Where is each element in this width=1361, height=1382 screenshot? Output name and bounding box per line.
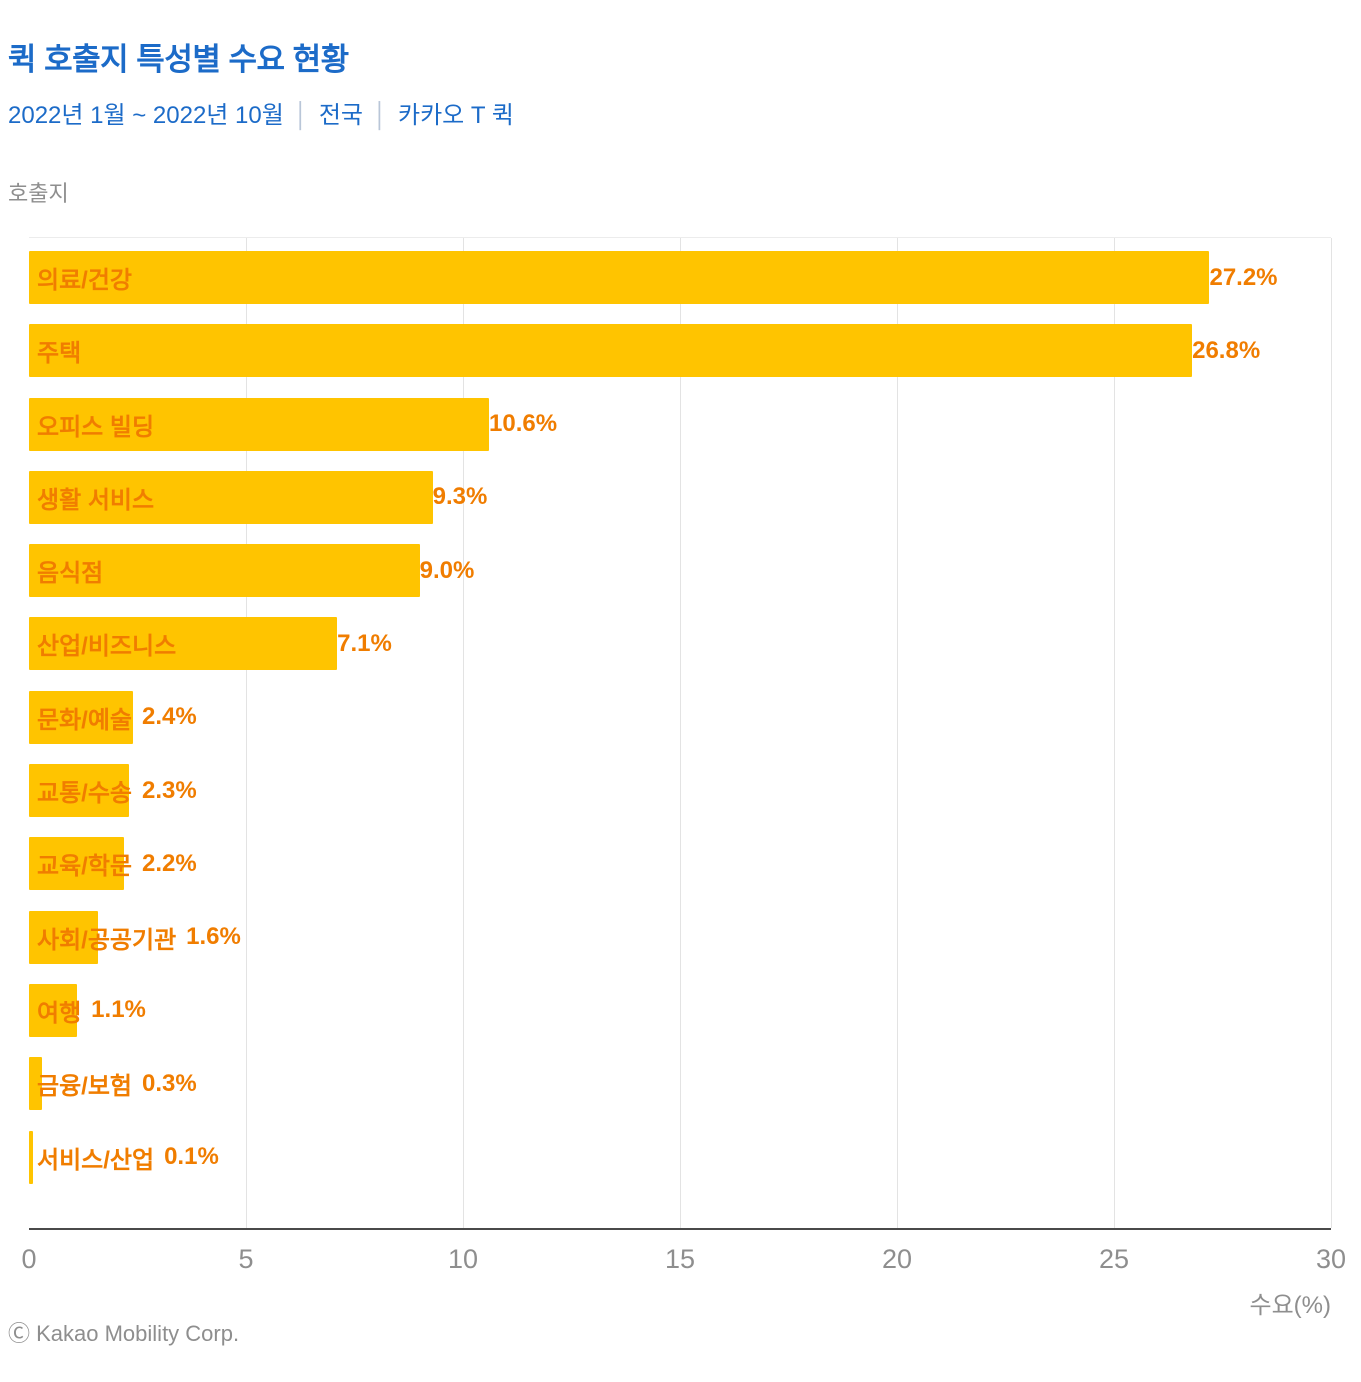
bar-label-group: 금융/보험 0.3% <box>29 1057 197 1110</box>
bar-row: 교통/수송 2.3% <box>29 759 1331 832</box>
gridline <box>680 238 681 1228</box>
bar-value-label: 27.2% <box>1209 263 1278 291</box>
x-axis-title: 수요(%) <box>1249 1292 1331 1319</box>
gridline <box>463 238 464 1228</box>
bar-value-label: 7.1% <box>337 629 392 657</box>
bar-value-label: 2.3% <box>142 776 197 804</box>
subtitle-separator: │ <box>293 102 309 129</box>
bar-label-group: 교통/수송 2.3% <box>29 764 197 817</box>
gridline <box>1114 238 1115 1228</box>
bar-value-label: 26.8% <box>1192 336 1261 364</box>
bar-category-label: 금융/보험 <box>37 1073 132 1101</box>
bar-label-group: 음식점 9.0% <box>29 544 474 597</box>
bar-category-label: 주택 <box>37 340 82 368</box>
bar-category-label: 여행 <box>37 999 82 1027</box>
bar-rows: 의료/건강 27.2% 주택 26.8% 오피스 빌딩 10.6% 생활 서비스 9.3% 음식… <box>29 238 1331 1228</box>
bar-value-label: 1.1% <box>91 996 146 1024</box>
bar-value-label: 2.2% <box>142 849 197 877</box>
bar-row: 음식점 9.0% <box>29 539 1331 612</box>
subtitle-period: 2022년 1월 ~ 2022년 10월 <box>8 102 284 129</box>
bar <box>29 544 420 598</box>
bar <box>29 690 134 744</box>
bar <box>29 617 338 671</box>
bar-row: 의료/건강 27.2% <box>29 246 1331 319</box>
gridlines <box>29 238 1332 1228</box>
gridline <box>246 238 247 1228</box>
subtitle-separator: │ <box>373 102 389 129</box>
bar-label-group: 주택 26.8% <box>29 324 1260 377</box>
bar <box>29 1130 34 1184</box>
bar-value-label: 0.1% <box>164 1143 219 1171</box>
bar-category-label: 교통/수송 <box>37 780 132 808</box>
bar-row: 오피스 빌딩 10.6% <box>29 393 1331 466</box>
bar-category-label: 교육/학문 <box>37 853 132 881</box>
x-axis-line <box>29 1228 1331 1230</box>
bar-value-label: 2.4% <box>142 703 197 731</box>
bar-value-label: 1.6% <box>186 923 241 951</box>
chart-title: 퀵 호출지 특성별 수요 현황 <box>8 42 349 77</box>
bar-row: 교육/학문 2.2% <box>29 832 1331 905</box>
bar-label-group: 여행 1.1% <box>29 984 146 1037</box>
plot-area: 의료/건강 27.2% 주택 26.8% 오피스 빌딩 10.6% 생활 서비스 9.3% 음식… <box>29 237 1332 1228</box>
bar <box>29 251 1210 304</box>
bar-label-group: 서비스/산업 0.1% <box>29 1131 219 1184</box>
chart-header: 퀵 호출지 특성별 수요 현황 2022년 1월 ~ 2022년 10월 │ 전국 │… <box>0 0 1361 130</box>
bar-value-label: 9.3% <box>432 483 488 511</box>
copyright-credit: Ⓒ Kakao Mobility Corp. <box>8 1321 240 1346</box>
gridline <box>1331 238 1332 1228</box>
bar-row: 서비스/산업 0.1% <box>29 1126 1331 1199</box>
bar <box>29 910 99 964</box>
bar <box>29 764 129 818</box>
x-axis-ticks: 0 5 10 15 20 25 30 <box>21 1244 1346 1278</box>
bar-value-label: 0.3% <box>142 1069 197 1097</box>
bar-label-group: 문화/예술 2.4% <box>29 691 197 744</box>
bar-category-label: 음식점 <box>37 560 104 588</box>
bar-label-group: 교육/학문 2.2% <box>29 837 197 890</box>
bar <box>29 1057 43 1111</box>
bar-row: 산업/비즈니스 7.1% <box>29 612 1331 685</box>
bar-row: 생활 서비스 9.3% <box>29 466 1331 539</box>
bar-category-label: 산업/비즈니스 <box>37 633 177 661</box>
bar <box>29 837 125 891</box>
bar <box>29 983 77 1037</box>
bar <box>29 397 490 451</box>
bar-label-group: 산업/비즈니스 7.1% <box>29 617 392 670</box>
x-axis-tick-label: 5 <box>238 1244 254 1274</box>
bar-category-label: 의료/건강 <box>37 267 132 294</box>
bar-row: 주택 26.8% <box>29 319 1331 392</box>
bar-category-label: 생활 서비스 <box>37 486 155 514</box>
x-axis-tick-label: 20 <box>881 1244 913 1274</box>
bar <box>29 470 433 524</box>
bar-row: 금융/보험 0.3% <box>29 1052 1331 1125</box>
x-axis-tick-label: 30 <box>1315 1244 1347 1274</box>
x-axis-tick-label: 10 <box>447 1244 479 1274</box>
bar-value-label: 10.6% <box>489 410 558 438</box>
x-axis-tick-label: 0 <box>21 1244 37 1274</box>
x-axis-tick-label: 25 <box>1098 1244 1130 1274</box>
bar-value-label: 9.0% <box>419 556 475 584</box>
bar-category-label: 사회/공공기관 <box>37 926 177 954</box>
bar-row: 문화/예술 2.4% <box>29 686 1331 759</box>
bar-category-label: 서비스/산업 <box>37 1146 155 1174</box>
bar-category-label: 오피스 빌딩 <box>37 413 155 441</box>
subtitle-region: 전국 <box>318 102 364 129</box>
subtitle-service: 카카오 T 퀵 <box>398 102 514 129</box>
bar <box>29 324 1193 378</box>
bar-label-group: 사회/공공기관 1.6% <box>29 911 241 964</box>
bar-category-label: 문화/예술 <box>37 706 132 734</box>
y-axis-caption: 호출지 <box>8 181 69 206</box>
bar-label-group: 의료/건강 27.2% <box>29 251 1278 304</box>
bar-label-group: 생활 서비스 9.3% <box>29 471 487 524</box>
bar-label-group: 오피스 빌딩 10.6% <box>29 398 557 451</box>
bar-row: 여행 1.1% <box>29 979 1331 1052</box>
chart-subtitle: 2022년 1월 ~ 2022년 10월 │ 전국 │ 카카오 T 퀵 <box>8 95 1331 130</box>
bar-row: 사회/공공기관 1.6% <box>29 906 1331 979</box>
x-axis-tick-label: 15 <box>664 1244 696 1274</box>
gridline <box>897 238 898 1228</box>
